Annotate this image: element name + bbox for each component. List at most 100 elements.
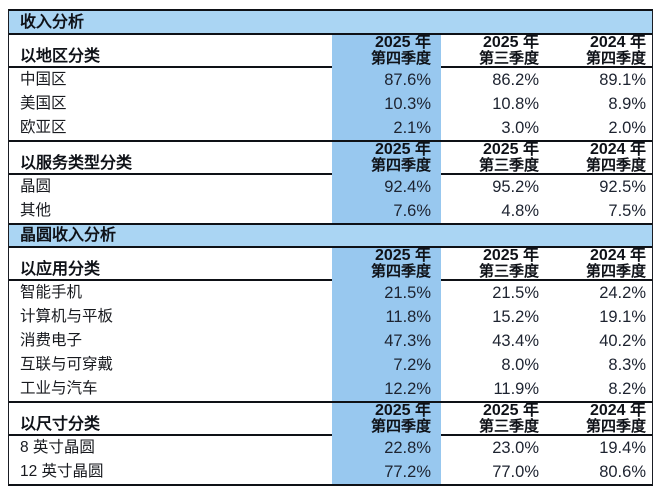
column-header-year: 2025 年: [374, 34, 431, 51]
section-header-wafer-revenue-analysis: 晶圆收入分析: [9, 225, 652, 248]
value-cell: 21.5%: [492, 284, 539, 302]
column-header-2024-q4: 2024 年 第四季度: [546, 248, 652, 281]
value-cell: 7.6%: [332, 199, 441, 223]
value-cell: 8.0%: [501, 356, 539, 374]
column-header-year: 2025 年: [374, 247, 431, 264]
row-label: 计算机与平板: [20, 308, 114, 325]
column-header-period: 第三季度: [478, 50, 539, 67]
value-cell: 2.0%: [608, 119, 646, 137]
column-header-period: 第四季度: [585, 50, 646, 67]
row-label: 欧亚区: [20, 119, 67, 136]
value-cell: 89.1%: [599, 71, 646, 89]
column-header-row: 以应用分类 2025 年 第四季度 2025 年 第三季度 2024 年 第四季…: [9, 248, 652, 281]
column-header-year: 2025 年: [482, 34, 539, 51]
table-by-service-type: 以服务类型分类 2025 年 第四季度 2025 年 第三季度 2024 年 第…: [9, 142, 652, 225]
column-header-2025-q4: 2025 年 第四季度: [332, 248, 441, 281]
table-by-region: 以地区分类 2025 年 第四季度 2025 年 第三季度 2024 年 第四季…: [9, 35, 652, 142]
section-header-revenue-analysis: 收入分析: [9, 11, 652, 35]
column-header-year: 2025 年: [482, 402, 539, 419]
column-header-2025-q4: 2025 年 第四季度: [332, 403, 441, 436]
column-header-row: 以服务类型分类 2025 年 第四季度 2025 年 第三季度 2024 年 第…: [9, 142, 652, 175]
column-header-2025-q3: 2025 年 第三季度: [441, 142, 546, 175]
row-label: 工业与汽车: [20, 380, 98, 397]
value-cell: 7.5%: [608, 202, 646, 220]
column-header-year: 2025 年: [482, 141, 539, 158]
column-header-period: 第四季度: [585, 263, 646, 280]
column-header-year: 2024 年: [589, 247, 646, 264]
value-cell: 10.3%: [332, 92, 441, 116]
column-header-2024-q4: 2024 年 第四季度: [546, 142, 652, 175]
table-by-wafer-size: 以尺寸分类 2025 年 第四季度 2025 年 第三季度 2024 年 第四季…: [9, 403, 652, 484]
column-header-2025-q4: 2025 年 第四季度: [332, 35, 441, 68]
value-cell: 40.2%: [599, 332, 646, 350]
row-label: 8 英寸晶圆: [20, 439, 95, 456]
table-row-industrial-automotive: 工业与汽车 12.2% 11.9% 8.2%: [9, 377, 652, 401]
table-row-12-inch-wafer: 12 英寸晶圆 77.2% 77.0% 80.6%: [9, 460, 652, 484]
group-header-by-region: 以地区分类: [20, 48, 101, 65]
row-label: 智能手机: [20, 284, 83, 301]
value-cell: 24.2%: [599, 284, 646, 302]
column-header-period: 第三季度: [478, 263, 539, 280]
value-cell: 11.9%: [493, 380, 539, 398]
row-label: 美国区: [20, 95, 67, 112]
value-cell: 8.3%: [608, 356, 646, 374]
column-header-2025-q3: 2025 年 第三季度: [441, 35, 546, 68]
value-cell: 7.2%: [332, 353, 441, 377]
value-cell: 21.5%: [332, 281, 441, 305]
row-label: 互联与可穿戴: [20, 356, 114, 373]
value-cell: 2.1%: [332, 116, 441, 140]
column-header-2025-q4: 2025 年 第四季度: [332, 142, 441, 175]
row-label: 晶圆: [20, 178, 52, 195]
value-cell: 11.8%: [332, 305, 441, 329]
value-cell: 77.2%: [332, 460, 441, 484]
group-header-by-application: 以应用分类: [20, 261, 101, 278]
row-label: 其他: [20, 202, 52, 219]
group-header-by-service-type: 以服务类型分类: [20, 155, 133, 172]
column-header-period: 第四季度: [370, 50, 431, 67]
table-row-consumer-electronics: 消费电子 47.3% 43.4% 40.2%: [9, 329, 652, 353]
table-by-application: 以应用分类 2025 年 第四季度 2025 年 第三季度 2024 年 第四季…: [9, 248, 652, 403]
column-header-period: 第三季度: [478, 418, 539, 435]
value-cell: 8.9%: [608, 95, 646, 113]
table-row-smartphone: 智能手机 21.5% 21.5% 24.2%: [9, 281, 652, 305]
column-header-period: 第三季度: [478, 157, 539, 174]
value-cell: 10.8%: [492, 95, 539, 113]
column-header-year: 2024 年: [589, 34, 646, 51]
column-header-year: 2025 年: [374, 141, 431, 158]
value-cell: 95.2%: [492, 178, 539, 196]
column-header-year: 2025 年: [482, 247, 539, 264]
column-header-2024-q4: 2024 年 第四季度: [546, 35, 652, 68]
table-row-other: 其他 7.6% 4.8% 7.5%: [9, 199, 652, 223]
table-row-computer-tablet: 计算机与平板 11.8% 15.2% 19.1%: [9, 305, 652, 329]
table-row-8-inch-wafer: 8 英寸晶圆 22.8% 23.0% 19.4%: [9, 436, 652, 460]
value-cell: 12.2%: [332, 377, 441, 401]
column-header-period: 第四季度: [585, 157, 646, 174]
value-cell: 15.2%: [492, 308, 539, 326]
column-header-period: 第四季度: [370, 157, 431, 174]
value-cell: 47.3%: [332, 329, 441, 353]
column-header-period: 第四季度: [370, 418, 431, 435]
value-cell: 19.1%: [599, 308, 646, 326]
column-header-year: 2025 年: [374, 402, 431, 419]
value-cell: 43.4%: [492, 332, 539, 350]
column-header-row: 以尺寸分类 2025 年 第四季度 2025 年 第三季度 2024 年 第四季…: [9, 403, 652, 436]
value-cell: 22.8%: [332, 436, 441, 460]
row-label: 消费电子: [20, 332, 83, 349]
value-cell: 80.6%: [599, 463, 646, 481]
value-cell: 87.6%: [332, 68, 441, 92]
value-cell: 19.4%: [599, 439, 646, 457]
value-cell: 86.2%: [492, 71, 539, 89]
value-cell: 3.0%: [501, 119, 539, 137]
table-row-wafer: 晶圆 92.4% 95.2% 92.5%: [9, 175, 652, 199]
value-cell: 92.5%: [599, 178, 646, 196]
group-header-by-wafer-size: 以尺寸分类: [20, 416, 101, 433]
column-header-2024-q4: 2024 年 第四季度: [546, 403, 652, 436]
value-cell: 77.0%: [492, 463, 539, 481]
value-cell: 8.2%: [608, 380, 646, 398]
table-frame: 收入分析 以地区分类 2025 年 第四季度 2025 年 第三季度 2024 …: [8, 9, 653, 486]
row-label: 中国区: [20, 71, 67, 88]
column-header-row: 以地区分类 2025 年 第四季度 2025 年 第三季度 2024 年 第四季…: [9, 35, 652, 68]
table-row-usa: 美国区 10.3% 10.8% 8.9%: [9, 92, 652, 116]
column-header-year: 2024 年: [589, 402, 646, 419]
